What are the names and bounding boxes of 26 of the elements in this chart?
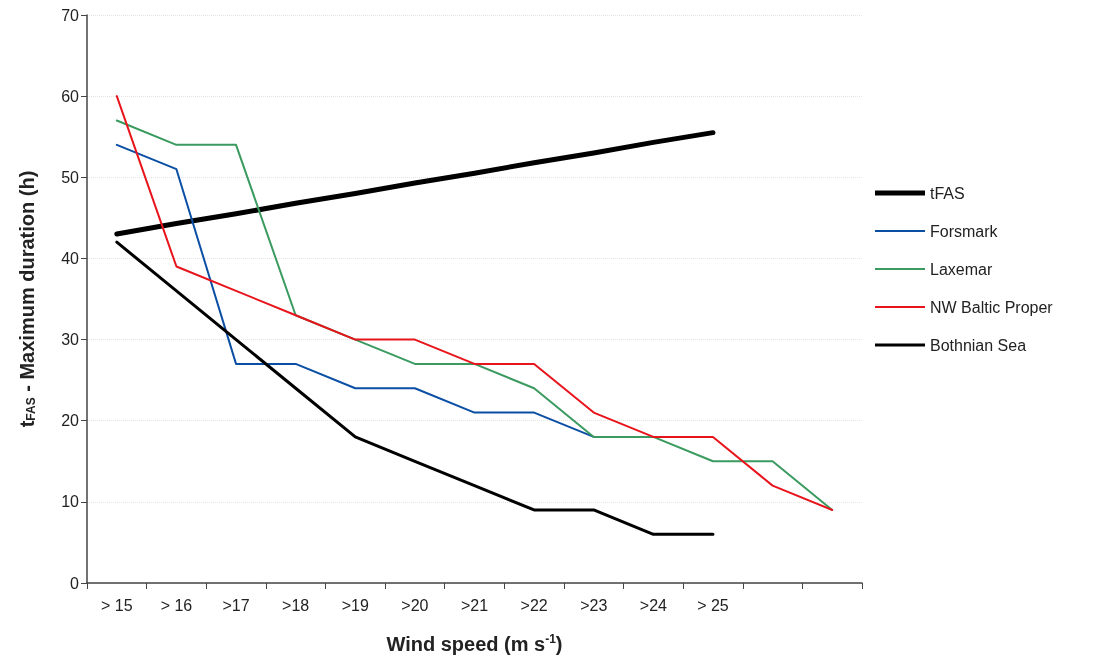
y-tick-label: 20: [61, 412, 80, 430]
legend-label: NW Baltic Proper: [930, 298, 1054, 316]
y-tick-label: 30: [61, 331, 80, 349]
x-tick-label: >21: [460, 596, 489, 614]
x-tick-label: >23: [580, 596, 608, 614]
x-tick-label: >17: [222, 596, 250, 614]
legend-label: Bothnian Sea: [930, 336, 1027, 354]
legend-label: Laxemar: [930, 260, 993, 278]
line-series: [115, 240, 715, 536]
y-tick-label: 70: [61, 6, 80, 24]
y-tick-label: 40: [61, 249, 80, 267]
x-tick-label: >18: [282, 596, 310, 614]
y-tick-label: 60: [61, 87, 80, 105]
y-tick-label: 50: [61, 168, 80, 186]
x-tick-label: >24: [639, 596, 668, 614]
x-tick-label: > 16: [160, 596, 193, 614]
x-tick-label: >20: [401, 596, 429, 614]
y-tick-label: 10: [61, 493, 80, 511]
x-tick-label: > 25: [697, 596, 729, 614]
legend-label: tFAS: [930, 184, 965, 202]
y-tick-label: 0: [70, 574, 80, 592]
x-tick-label: >19: [341, 596, 369, 614]
x-tick-label: > 15: [101, 596, 133, 614]
x-tick-label: >22: [520, 596, 548, 614]
line-series: [115, 143, 595, 438]
legend-label: Forsmark: [930, 222, 999, 240]
